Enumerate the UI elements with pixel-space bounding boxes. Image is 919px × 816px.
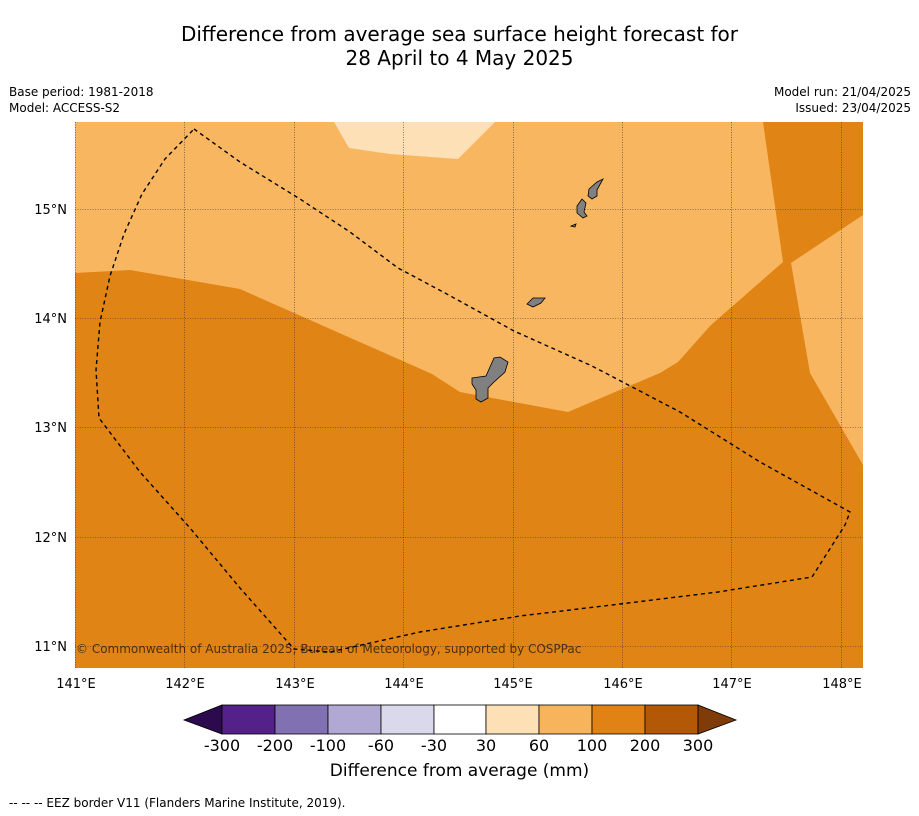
colorbar-ticks: -300 -200 -100 -60 -30 30 60 100 200 300	[204, 736, 713, 755]
lat-label-13: 13°N	[34, 421, 67, 436]
band-30-60	[334, 122, 495, 159]
model-text: Model: ACCESS-S2	[9, 101, 121, 115]
colorbar-tick-9: 200	[630, 736, 661, 755]
lon-label-146: 146°E	[603, 677, 643, 692]
issued-text: Issued: 23/04/2025	[795, 101, 911, 115]
colorbar-tick-7: 60	[529, 736, 549, 755]
lon-label-141: 141°E	[56, 677, 96, 692]
colorbar	[182, 704, 738, 735]
title-line-1: Difference from average sea surface heig…	[180, 22, 739, 46]
colorbar-tick-1: -300	[204, 736, 240, 755]
colorbar-bin-4	[380, 704, 435, 735]
lon-label-148: 148°E	[822, 677, 862, 692]
colorbar-tick-8: 100	[577, 736, 608, 755]
lon-label-147: 147°E	[712, 677, 752, 692]
island-guam	[471, 356, 509, 403]
lat-axis-labels: 15°N 14°N 13°N 12°N 11°N	[34, 203, 67, 655]
colorbar-extend-low	[182, 704, 223, 735]
map-panel: © Commonwealth of Australia 2025, Bureau…	[75, 122, 863, 668]
island-rota	[526, 297, 546, 308]
islands	[471, 178, 604, 403]
model-run-text: Model run: 21/04/2025	[773, 85, 911, 99]
colorbar-tick-4: -60	[368, 736, 394, 755]
lon-label-145: 145°E	[493, 677, 533, 692]
island-aguijan	[569, 223, 577, 228]
band-60-100-east	[791, 215, 863, 465]
colorbar-tick-2: -200	[257, 736, 293, 755]
lat-label-15: 15°N	[34, 203, 67, 218]
lat-label-11: 11°N	[34, 640, 67, 655]
base-period-text: Base period: 1981-2018	[9, 85, 154, 99]
colorbar-bin-6	[485, 704, 540, 735]
colorbar-bin-9	[644, 704, 699, 735]
lon-label-143: 143°E	[275, 677, 315, 692]
info-right: Model run: 21/04/2025 Issued: 23/04/2025	[774, 84, 911, 116]
eez-border	[95, 128, 851, 653]
colorbar-bin-7	[538, 704, 593, 735]
band-60-100	[75, 122, 783, 412]
lon-label-144: 144°E	[384, 677, 424, 692]
colorbar-tick-5: -30	[421, 736, 447, 755]
lat-label-14: 14°N	[34, 312, 67, 327]
island-tinian	[576, 198, 588, 219]
colorbar-title: Difference from average (mm)	[329, 761, 590, 781]
eez-legend-note: -- -- -- EEZ border V11 (Flanders Marine…	[9, 796, 346, 810]
colorbar-tick-6: 30	[476, 736, 496, 755]
colorbar-tick-3: -100	[310, 736, 346, 755]
colorbar-bin-5	[433, 704, 487, 735]
colorbar-tick-10: 300	[683, 736, 714, 755]
lon-axis-labels: 141°E 142°E 143°E 144°E 145°E 146°E 147°…	[56, 677, 862, 692]
copyright-text: © Commonwealth of Australia 2025, Bureau…	[76, 642, 581, 656]
lon-label-142: 142°E	[165, 677, 205, 692]
info-left: Base period: 1981-2018 Model: ACCESS-S2	[9, 84, 154, 116]
map-title: Difference from average sea surface heig…	[0, 22, 919, 70]
colorbar-bin-8	[591, 704, 646, 735]
lat-label-12: 12°N	[34, 531, 67, 546]
colorbar-bin-2	[274, 704, 329, 735]
colorbar-extend-high	[697, 704, 738, 735]
title-line-2: 28 April to 4 May 2025	[345, 46, 574, 70]
colorbar-bin-1	[221, 704, 276, 735]
graticule	[75, 122, 863, 668]
island-saipan	[587, 178, 604, 200]
colorbar-bin-3	[327, 704, 382, 735]
